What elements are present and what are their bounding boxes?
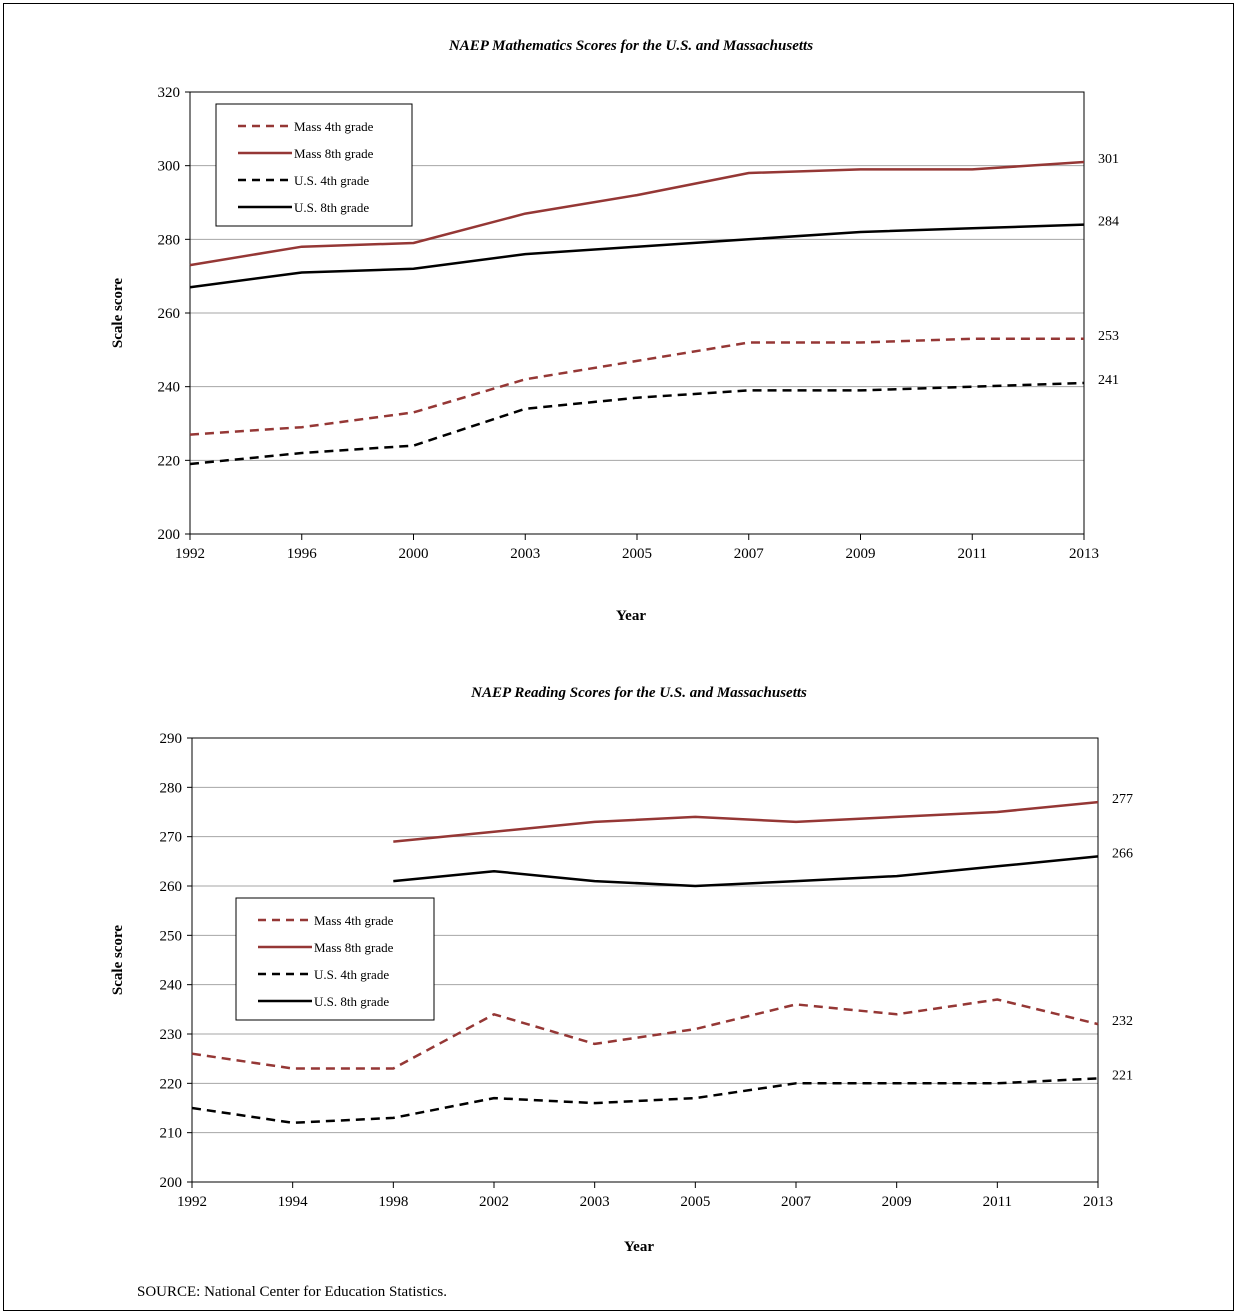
series-end-label: 284 [1098,215,1119,230]
series-end-label: 221 [1112,1068,1133,1083]
y-tick-label: 250 [160,928,183,944]
series-end-label: 277 [1112,792,1133,807]
chart-title: NAEP Reading Scores for the U.S. and Mas… [470,685,807,701]
x-tick-label: 2013 [1083,1194,1113,1210]
y-tick-label: 280 [160,780,183,796]
x-tick-label: 2000 [399,546,429,562]
x-tick-label: 2009 [846,546,876,562]
x-axis-title: Year [616,608,646,624]
legend-label: U.S. 4th grade [314,967,389,982]
x-tick-label: 2005 [622,546,652,562]
y-tick-label: 200 [160,1175,183,1191]
legend-label: U.S. 4th grade [294,173,369,188]
x-tick-label: 2013 [1069,546,1099,562]
y-tick-label: 230 [160,1027,183,1043]
x-tick-label: 2003 [580,1194,610,1210]
y-tick-label: 240 [160,978,183,994]
series-end-label: 301 [1098,152,1119,167]
series-line [189,160,1085,267]
series-line [393,800,1099,843]
legend-label: Mass 8th grade [294,146,374,161]
series-end-label: 241 [1098,373,1119,388]
series-line [191,1077,1099,1125]
x-tick-label: 2002 [479,1194,509,1210]
x-tick-label: 1996 [287,546,318,562]
y-tick-label: 240 [158,380,181,396]
y-tick-label: 270 [160,830,183,846]
x-tick-label: 2005 [680,1194,710,1210]
legend-label: U.S. 8th grade [314,994,389,1009]
y-tick-label: 280 [158,232,181,248]
series-line [189,381,1085,466]
chart-title: NAEP Mathematics Scores for the U.S. and… [448,38,813,54]
legend-label: U.S. 8th grade [294,200,369,215]
series-line [189,223,1085,289]
series-line [189,337,1084,436]
x-tick-label: 1992 [177,1194,207,1210]
y-tick-label: 220 [158,453,181,469]
legend-label: Mass 4th grade [294,119,374,134]
x-tick-label: 1998 [378,1194,408,1210]
y-tick-label: 260 [160,879,183,895]
legend-label: Mass 8th grade [314,940,394,955]
y-tick-label: 210 [160,1126,183,1142]
series-end-label: 232 [1112,1014,1133,1029]
series-line [393,855,1099,888]
y-tick-label: 290 [160,731,183,747]
legend-label: Mass 4th grade [314,913,394,928]
series-end-label: 266 [1112,846,1133,861]
y-tick-label: 200 [158,527,181,543]
series-line [191,998,1099,1070]
x-tick-label: 2003 [510,546,540,562]
y-tick-label: 320 [158,85,181,101]
x-axis-title: Year [624,1239,654,1255]
y-axis-title: Scale score [110,925,126,995]
y-tick-label: 220 [160,1076,183,1092]
x-tick-label: 1992 [175,546,205,562]
y-tick-label: 300 [158,159,181,175]
legend-box [215,103,413,227]
x-tick-label: 2011 [958,546,987,562]
source-note: SOURCE: National Center for Education St… [137,1284,447,1300]
legend-box [235,897,435,1021]
x-tick-label: 2007 [734,546,765,562]
series-end-label: 253 [1098,329,1119,344]
y-axis-title: Scale score [110,278,126,348]
y-tick-label: 260 [158,306,181,322]
x-tick-label: 1994 [278,1194,309,1210]
x-tick-label: 2007 [781,1194,812,1210]
plot-area [191,737,1099,1183]
x-tick-label: 2009 [882,1194,912,1210]
figure-frame [3,3,1234,1311]
x-tick-label: 2011 [983,1194,1012,1210]
